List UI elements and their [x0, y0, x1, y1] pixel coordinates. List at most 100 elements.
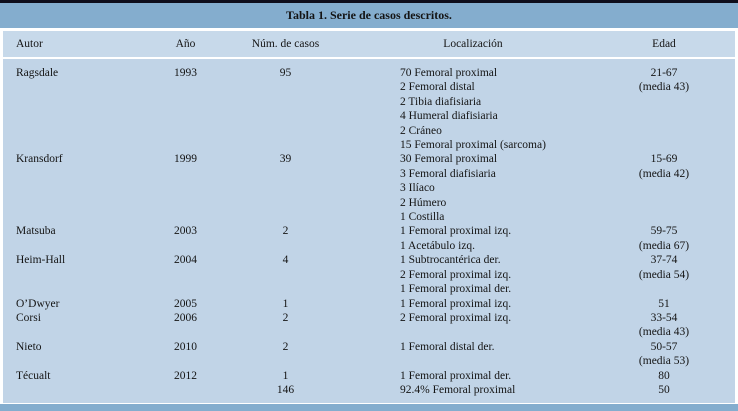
cell-line: 3 Femoral diafisiaria: [400, 167, 496, 180]
cell-autor: O’Dwyer: [16, 297, 60, 310]
cell-line: 2 Femoral proximal izq.: [400, 268, 512, 281]
cell-autor: Heim-Hall: [16, 254, 66, 267]
cell-line: 1 Femoral proximal izq.: [400, 225, 512, 238]
table-row: Kransdorf 1999 39 30 Femoral proximal 3 F…: [3, 152, 735, 224]
cell-ano: 2012: [174, 369, 197, 382]
cell-line: 15 Femoral proximal (sarcoma): [400, 139, 546, 152]
cell-line: 70 Femoral proximal: [400, 67, 498, 79]
cell-autor: Kransdorf: [16, 153, 63, 166]
cell-line: 30 Femoral proximal: [400, 153, 498, 166]
cell-ano: 2004: [174, 254, 197, 267]
table-row: O’Dwyer 2005 1 1 Femoral proximal izq. 5…: [3, 297, 735, 311]
cell-localizacion: 2 Femoral proximal izq.: [353, 311, 593, 325]
cell-line: 2 Femoral distal: [400, 81, 475, 94]
cell-line: 2 Tibia diafisiaria: [400, 95, 482, 108]
cell-num-casos: 1: [282, 297, 289, 310]
cell-localizacion: 92.4% Femoral proximal: [353, 383, 593, 397]
cell-autor: Nieto: [16, 340, 42, 353]
cell-num-casos: 39: [279, 153, 292, 166]
cell-line: 50: [658, 383, 670, 396]
table-row: Heim-Hall 2004 4 1 Subtrocantérica der. 2…: [3, 253, 735, 296]
table-header-row: Autor Año Núm. de casos Localización Eda…: [0, 31, 738, 57]
divider: [0, 403, 738, 404]
cell-line: 37-74: [650, 254, 678, 267]
cell-edad: 37-74 (media 54): [593, 253, 735, 282]
cell-localizacion: 1 Femoral proximal izq. 1 Acetábulo izq.: [353, 224, 593, 253]
cell-line: 3 Ilíaco: [400, 182, 435, 195]
cell-line: 1 Femoral proximal der.: [400, 283, 512, 296]
cell-line: (media 54): [638, 268, 690, 281]
cell-ano: 1993: [174, 67, 197, 79]
table-row: Ragsdale 1993 95 70 Femoral proximal 2 Fe…: [3, 66, 735, 152]
cell-ano: 1999: [174, 153, 197, 166]
cell-autor: Ragsdale: [16, 67, 59, 79]
cell-ano: 2003: [174, 225, 197, 238]
cell-edad: 59-75 (media 67): [593, 224, 735, 253]
cell-localizacion: 1 Femoral distal der.: [353, 340, 593, 354]
cell-line: (media 43): [638, 326, 690, 339]
cell-ano: 2010: [174, 340, 197, 353]
divider: [0, 57, 738, 59]
cell-line: 2 Húmero: [400, 196, 447, 209]
cell-line: (media 42): [638, 167, 690, 180]
cell-line: 1 Subtrocantérica der.: [400, 254, 501, 267]
cell-line: 80: [658, 369, 670, 382]
cell-autor: Matsuba: [16, 225, 56, 238]
cell-localizacion: 1 Subtrocantérica der. 2 Femoral proximal…: [353, 253, 593, 296]
cell-num-casos: 95: [279, 67, 292, 79]
cell-edad: 50: [593, 383, 735, 397]
cell-edad: 51: [593, 297, 735, 311]
cell-num-casos: 4: [282, 254, 289, 267]
table-title: Tabla 1. Serie de casos descritos.: [0, 3, 738, 28]
cell-line: 21-67: [650, 67, 678, 79]
cell-num-casos: 2: [282, 311, 289, 324]
cell-num-casos: 2: [282, 340, 289, 353]
cell-localizacion: 70 Femoral proximal 2 Femoral distal 2 Tib…: [353, 66, 593, 152]
cell-line: 4 Humeral diafisiaria: [400, 110, 498, 123]
table-row: Técualt 2012 1 1 Femoral proximal der. 8…: [3, 369, 735, 383]
cell-autor: Corsi: [16, 311, 41, 324]
cell-line: 1 Costilla: [400, 211, 445, 224]
column-header-num-casos: Núm. de casos: [251, 38, 320, 50]
cell-line: 59-75: [650, 225, 678, 238]
column-header-ano: Año: [175, 38, 196, 50]
cell-line: (media 67): [638, 239, 690, 252]
cell-edad: 50-57 (media 53): [593, 340, 735, 369]
cell-line: 2 Femoral proximal izq.: [400, 311, 512, 324]
cell-localizacion: 1 Femoral proximal izq.: [353, 297, 593, 311]
divider: [0, 28, 738, 31]
column-header-autor: Autor: [16, 38, 43, 50]
column-header-localizacion: Localización: [443, 38, 503, 50]
cell-localizacion: 1 Femoral proximal der.: [353, 369, 593, 383]
cell-localizacion: 30 Femoral proximal 3 Femoral diafisiaria…: [353, 152, 593, 224]
cell-num-casos: 146: [276, 383, 295, 396]
column-header-edad: Edad: [652, 38, 676, 50]
cell-ano: 2005: [174, 297, 197, 310]
table-row: Nieto 2010 2 1 Femoral distal der. 50-57…: [3, 340, 735, 369]
cell-line: 50-57: [650, 340, 678, 353]
cell-line: (media 43): [638, 81, 690, 94]
cell-line: 33-54: [650, 311, 678, 324]
cell-line: 1 Femoral proximal izq.: [400, 297, 512, 310]
cell-line: 15-69: [650, 153, 678, 166]
cell-line: 1 Femoral distal der.: [400, 340, 495, 353]
cell-edad: 80: [593, 369, 735, 383]
cell-line: (media 53): [638, 355, 690, 368]
cell-edad: 21-67 (media 43): [593, 66, 735, 95]
cell-ano: 2006: [174, 311, 197, 324]
cell-autor: Técualt: [16, 369, 51, 382]
cell-edad: 15-69 (media 42): [593, 152, 735, 181]
cell-num-casos: 2: [282, 225, 289, 238]
cell-line: 1 Femoral proximal der.: [400, 369, 512, 382]
table-body: Ragsdale 1993 95 70 Femoral proximal 2 Fe…: [0, 59, 738, 403]
cell-line: 1 Acetábulo izq.: [400, 239, 476, 252]
cell-line: 92.4% Femoral proximal: [400, 383, 516, 396]
table-row: Corsi 2006 2 2 Femoral proximal izq. 33-…: [3, 311, 735, 340]
table-row: Matsuba 2003 2 1 Femoral proximal izq. 1 …: [3, 224, 735, 253]
cell-line: 2 Cráneo: [400, 124, 442, 137]
cell-edad: 33-54 (media 43): [593, 311, 735, 340]
bottom-border-rule: [0, 404, 738, 411]
table-row: 146 92.4% Femoral proximal 50: [3, 383, 735, 397]
cell-num-casos: 1: [282, 369, 289, 382]
